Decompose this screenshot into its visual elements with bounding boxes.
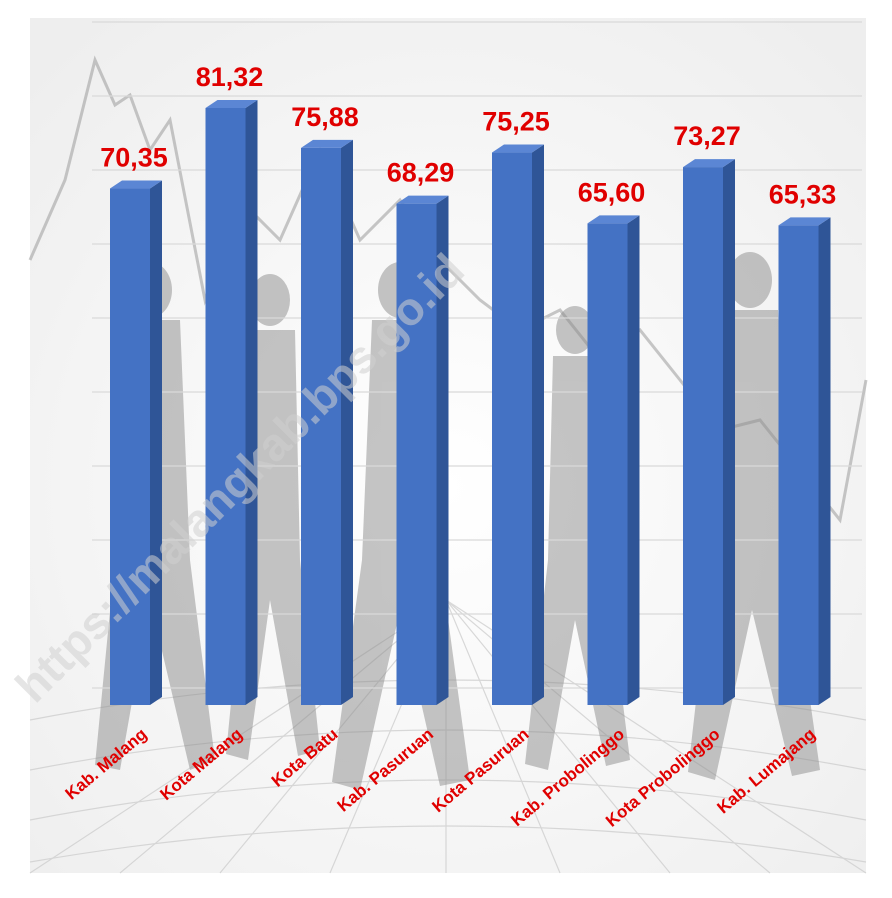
bar-front <box>683 167 723 705</box>
bar-side <box>723 159 735 705</box>
value-label: 73,27 <box>673 121 741 151</box>
bar-side <box>150 180 162 706</box>
value-labels: 70,35 81,32 75,88 68,29 75,25 65,60 73,27 65,33 <box>100 62 836 209</box>
bar-top <box>683 159 735 168</box>
value-label: 68,29 <box>387 158 455 188</box>
value-label: 81,32 <box>196 62 264 92</box>
bar-side <box>818 217 831 705</box>
bar <box>778 217 831 705</box>
bar-side <box>532 144 544 705</box>
bar-front <box>301 147 341 706</box>
bar-top <box>205 100 258 108</box>
bar <box>396 195 449 705</box>
value-label: 75,25 <box>482 107 550 137</box>
bar-top <box>587 215 640 224</box>
bars <box>110 100 831 706</box>
bar-side <box>436 195 449 705</box>
bar-top <box>110 180 162 189</box>
bar-front <box>587 223 628 705</box>
bar-front <box>396 203 437 705</box>
value-label: 65,33 <box>769 179 837 209</box>
bar <box>301 139 353 706</box>
bar-front <box>778 225 819 705</box>
bar-side <box>341 139 353 706</box>
bar <box>683 159 735 705</box>
bar <box>587 215 640 705</box>
bar-side <box>627 215 640 705</box>
bar-side <box>245 100 258 705</box>
bar-front <box>492 152 532 705</box>
bar <box>110 180 162 706</box>
bar-top <box>778 217 831 226</box>
bar-top <box>492 144 544 153</box>
bar <box>492 144 544 705</box>
value-label: 75,88 <box>291 102 359 132</box>
bar-front <box>205 108 246 705</box>
value-label: 65,60 <box>578 177 646 207</box>
bar-top <box>396 195 449 204</box>
value-label: 70,35 <box>100 143 168 173</box>
bar-front <box>110 188 150 706</box>
bar-top <box>301 139 353 148</box>
bar <box>205 100 258 705</box>
